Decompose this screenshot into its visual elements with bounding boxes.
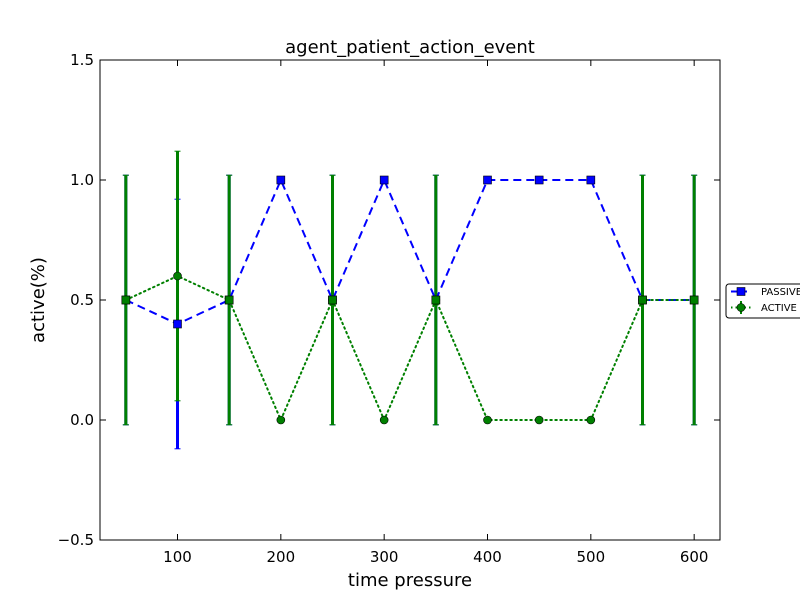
x-tick-label: 600 xyxy=(680,548,709,566)
active-point xyxy=(483,415,492,425)
x-axis-ticks: 100 200 300 400 500 600 xyxy=(163,60,708,566)
passive-point xyxy=(586,175,596,185)
y-axis-ticks: −0.5 0.0 0.5 1.0 1.5 xyxy=(58,51,720,549)
legend-active-label: ACTIVE xyxy=(761,303,797,314)
passive-point xyxy=(173,319,182,329)
series-lines-layer xyxy=(124,177,696,423)
passive-point xyxy=(379,175,389,185)
active-point xyxy=(276,415,286,425)
passive-series-line xyxy=(125,177,695,326)
legend-passive-label: PASSIVE xyxy=(761,287,800,298)
legend-active-marker xyxy=(736,303,746,312)
passive-point xyxy=(483,175,492,185)
overlap-point xyxy=(638,295,647,305)
y-tick-label: 1.0 xyxy=(70,171,94,189)
x-tick-label: 400 xyxy=(473,548,502,566)
passive-point xyxy=(534,175,544,185)
x-axis-label: time pressure xyxy=(348,570,472,591)
active-series-line xyxy=(124,274,696,423)
y-axis-label: active(%) xyxy=(28,257,49,343)
overlap-point xyxy=(328,295,337,305)
legend-passive-marker xyxy=(736,287,746,296)
overlap-point xyxy=(224,295,234,305)
x-tick-label: 200 xyxy=(267,548,296,566)
active-point xyxy=(173,271,182,281)
overlap-point xyxy=(121,295,131,305)
active-point xyxy=(379,415,389,425)
active-point xyxy=(586,415,596,425)
y-tick-label: 0.0 xyxy=(70,411,94,429)
x-tick-label: 300 xyxy=(370,548,399,566)
overlap-point xyxy=(431,295,441,305)
y-tick-label: −0.5 xyxy=(58,531,94,549)
active-point xyxy=(534,415,544,425)
chart-title: agent_patient_action_event xyxy=(285,37,535,58)
x-tick-label: 100 xyxy=(163,548,192,566)
passive-point xyxy=(276,175,286,185)
legend: PASSIVE ACTIVE xyxy=(725,283,800,319)
overlap-point xyxy=(689,295,699,305)
x-tick-label: 500 xyxy=(577,548,606,566)
plot-area xyxy=(100,60,720,540)
y-tick-label: 0.5 xyxy=(70,291,94,309)
y-tick-label: 1.5 xyxy=(70,51,94,69)
markers-layer xyxy=(121,175,699,425)
